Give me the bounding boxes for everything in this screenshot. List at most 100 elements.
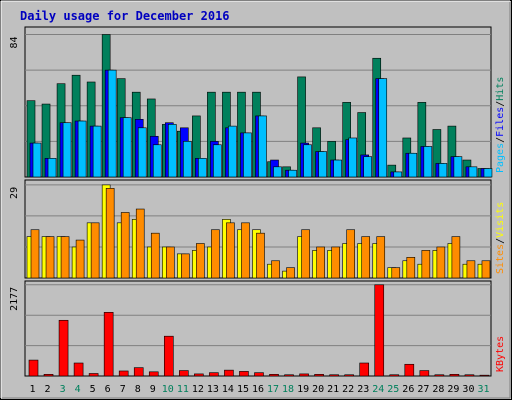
bar-pages — [243, 132, 252, 178]
x-tick-label: 16 — [252, 384, 264, 395]
bar-kbytes — [239, 371, 249, 377]
x-tick-label: 17 — [267, 384, 279, 395]
series-legend: KBytes — [495, 336, 506, 372]
bar-pages — [393, 171, 403, 178]
bar-kbytes — [314, 374, 324, 377]
y-max-label: 2177 — [9, 287, 20, 311]
bar-kbytes — [224, 369, 234, 377]
bar-kbytes — [374, 284, 385, 377]
x-tick-label: 2 — [45, 384, 51, 395]
x-tick-label: 18 — [282, 384, 294, 395]
bar-pages — [122, 117, 132, 178]
bar-sites — [90, 222, 100, 279]
bar-pages — [47, 158, 57, 178]
x-tick-label: 15 — [237, 384, 249, 395]
bar-sites — [226, 222, 235, 279]
bar-pages — [303, 144, 312, 178]
bar-kbytes — [284, 374, 294, 377]
bar-kbytes — [404, 363, 415, 377]
x-tick-label: 14 — [222, 384, 234, 395]
bar-pages — [198, 158, 207, 178]
bar-pages — [77, 120, 87, 178]
bar-kbytes — [464, 374, 475, 377]
bar-sites — [120, 212, 130, 279]
bar-pages — [273, 166, 282, 178]
bar-pages — [438, 163, 448, 178]
bar-sites — [466, 260, 476, 279]
bar-sites — [331, 246, 340, 279]
bar-sites — [45, 236, 55, 279]
legend-visits: Visits — [495, 202, 506, 238]
x-tick-label: 11 — [177, 384, 189, 395]
bar-sites — [211, 229, 220, 279]
bar-pages — [453, 156, 463, 178]
x-tick-label: 13 — [207, 384, 219, 395]
bar-sites — [481, 260, 491, 279]
x-tick-label: 22 — [342, 384, 354, 395]
x-tick-label: 3 — [60, 384, 66, 395]
panel-3: 2177 KBytes — [9, 280, 506, 377]
bar-pages — [333, 159, 342, 178]
bar-kbytes — [449, 374, 460, 377]
bar-kbytes — [179, 370, 189, 377]
y-max-label: 84 — [9, 37, 20, 49]
legend-slash: / — [495, 137, 506, 143]
bar-sites — [451, 236, 461, 279]
bar-kbytes — [434, 374, 445, 377]
bar-sites — [150, 232, 160, 279]
bar-kbytes — [163, 335, 174, 377]
bar-pages — [423, 146, 433, 178]
legend-files: Files — [495, 107, 506, 137]
x-tick-label: 8 — [135, 384, 141, 395]
bar-sites — [241, 222, 250, 279]
x-tick-label: 6 — [105, 384, 111, 395]
x-tick-label: 5 — [90, 384, 96, 395]
x-tick-label: 26 — [402, 384, 414, 395]
bar-sites — [391, 267, 401, 279]
bar-kbytes — [148, 371, 159, 377]
bar-kbytes — [329, 374, 339, 377]
legend-sites: Sites — [495, 244, 506, 274]
bar-sites — [376, 236, 386, 279]
bar-pages — [62, 122, 72, 178]
legend-hits: Hits — [495, 77, 506, 101]
legend-slash: / — [495, 238, 506, 244]
x-tick-label: 30 — [462, 384, 474, 395]
bar-kbytes — [419, 370, 430, 377]
series-legend: Sites/Visits — [495, 202, 506, 274]
x-tick-label: 24 — [372, 384, 384, 395]
bar-pages — [468, 166, 478, 178]
bar-sites — [256, 232, 265, 279]
bar-kbytes — [133, 367, 144, 377]
bar-kbytes — [43, 374, 54, 377]
bar-pages — [288, 169, 297, 178]
bar-sites — [30, 229, 40, 279]
bar-sites — [346, 229, 355, 279]
bar-kbytes — [269, 374, 279, 377]
x-tick-label: 28 — [432, 384, 444, 395]
x-tick-label: 4 — [75, 384, 81, 395]
bar-kbytes — [118, 370, 129, 377]
series-legend: Pages/Files/Hits — [495, 77, 506, 173]
x-tick-label: 12 — [192, 384, 204, 395]
bar-sites — [75, 239, 85, 279]
bar-pages — [408, 152, 418, 178]
x-tick-label: 31 — [477, 384, 489, 395]
panel-2: 29 Sites/Visits — [9, 179, 506, 279]
x-tick-label: 25 — [387, 384, 399, 395]
chart-title: Daily usage for December 2016 — [20, 9, 230, 23]
x-tick-label: 21 — [327, 384, 339, 395]
x-tick-label: 27 — [417, 384, 429, 395]
bar-pages — [318, 151, 327, 178]
legend-kbytes: KBytes — [495, 336, 506, 372]
bar-kbytes — [88, 373, 99, 377]
bar-pages — [363, 156, 373, 178]
x-tick-label: 19 — [297, 384, 309, 395]
bar-pages — [213, 144, 222, 178]
bar-sites — [361, 236, 371, 279]
x-tick-label: 1 — [30, 384, 36, 395]
bar-sites — [181, 253, 190, 279]
bar-kbytes — [344, 374, 354, 377]
y-max-label: 29 — [9, 187, 20, 199]
